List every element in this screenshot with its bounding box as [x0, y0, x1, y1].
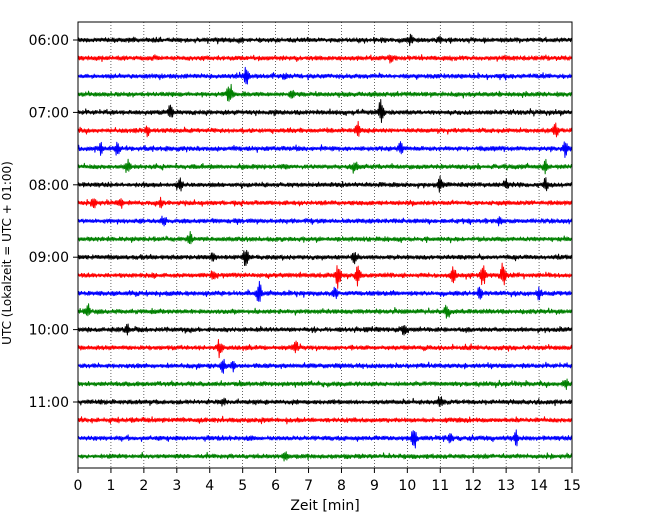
- trace-1130: [77, 429, 573, 449]
- y-axis-label: UTC (Lokalzeit = UTC + 01:00): [0, 161, 14, 345]
- trace-0715: [77, 120, 573, 138]
- trace-0930: [77, 280, 573, 302]
- x-axis-label: Zeit [min]: [290, 498, 359, 514]
- trace-0845: [77, 230, 573, 245]
- x-tick-label: 14: [530, 478, 548, 494]
- y-tick-label: 07:00: [29, 105, 69, 121]
- y-tick-label: 09:00: [29, 250, 69, 266]
- trace-0915: [77, 262, 573, 289]
- trace-1145: [77, 451, 573, 462]
- x-axis: 0 1 2 3 4 5 6 7 8 9 10 11 12 13 14 15: [74, 468, 581, 494]
- x-tick-label: 1: [106, 478, 115, 494]
- y-tick-label: 10:00: [29, 323, 69, 339]
- trace-1000: [77, 323, 573, 336]
- trace-0945: [77, 303, 573, 319]
- grid-lines: [110, 22, 540, 468]
- x-tick-label: 6: [271, 478, 280, 494]
- x-tick-label: 15: [563, 478, 581, 494]
- trace-0830: [77, 215, 573, 227]
- y-tick-label: 08:00: [29, 178, 69, 194]
- trace-0630: [77, 66, 573, 85]
- trace-0615: [77, 54, 573, 64]
- trace-0645: [77, 83, 573, 102]
- x-tick-label: 0: [74, 478, 83, 494]
- seismic-traces: [77, 33, 573, 462]
- y-axis: 06:00 07:00 08:00 09:00 10:00 11:00: [29, 33, 78, 411]
- trace-0815: [77, 196, 573, 209]
- plot-frame: [77, 21, 573, 469]
- trace-1115: [77, 415, 573, 425]
- x-tick-label: 5: [238, 478, 247, 494]
- x-tick-label: 10: [398, 478, 416, 494]
- trace-1030: [77, 358, 573, 374]
- trace-0800: [77, 175, 573, 193]
- y-tick-label: 11:00: [29, 395, 69, 411]
- x-tick-label: 12: [464, 478, 482, 494]
- x-tick-label: 11: [431, 478, 449, 494]
- y-tick-label: 06:00: [29, 33, 69, 49]
- trace-0900: [77, 249, 573, 266]
- trace-0600: [77, 33, 573, 47]
- x-tick-label: 4: [205, 478, 214, 494]
- trace-1015: [77, 339, 573, 359]
- x-tick-label: 8: [337, 478, 346, 494]
- x-tick-label: 3: [172, 478, 181, 494]
- trace-1045: [77, 378, 573, 390]
- trace-1100: [77, 396, 573, 407]
- trace-0730: [77, 141, 573, 159]
- trace-0745: [77, 158, 573, 175]
- x-tick-label: 7: [304, 478, 313, 494]
- x-tick-label: 13: [497, 478, 515, 494]
- trace-0700: [77, 99, 573, 123]
- x-tick-label: 2: [139, 478, 148, 494]
- x-tick-label: 9: [370, 478, 379, 494]
